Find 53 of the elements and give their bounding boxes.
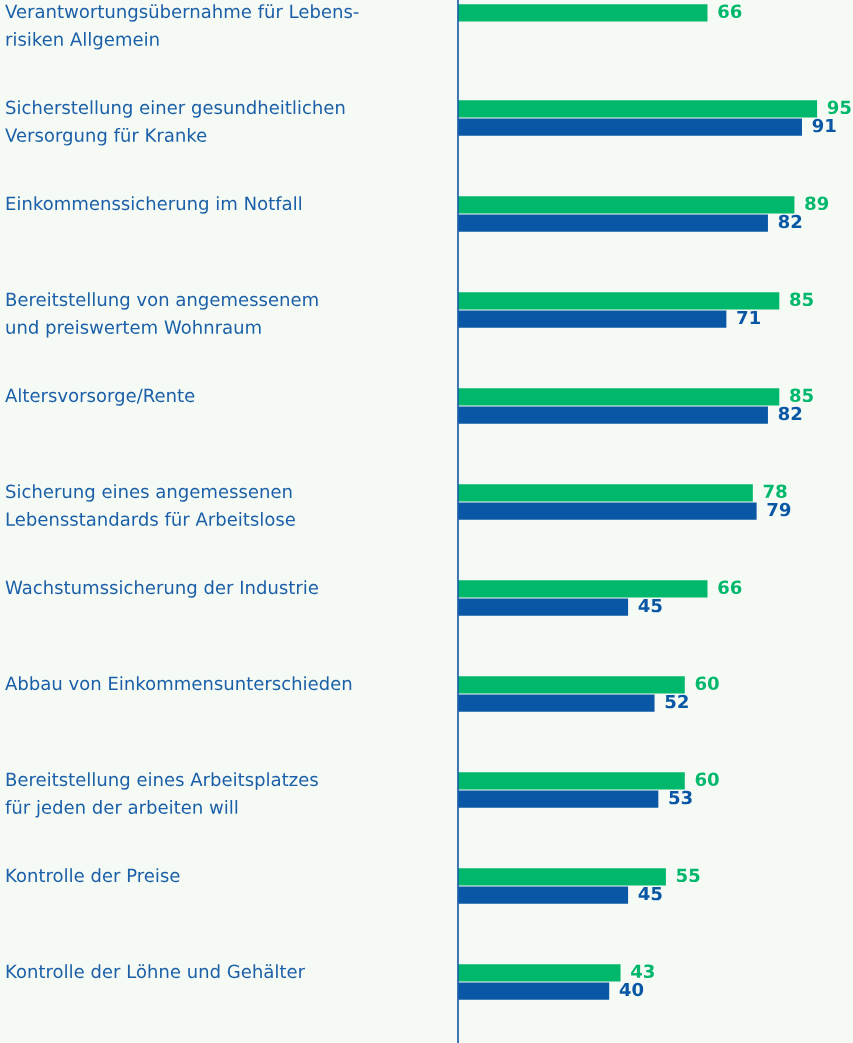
bar [458,406,768,424]
bar [458,4,708,22]
bar [458,598,629,616]
bar [458,100,818,118]
data-label: 66 [718,580,742,595]
data-label: 45 [638,886,662,901]
data-label: 43 [631,964,654,979]
data-label: 53 [669,790,692,805]
y-tick-label: Kontrolle der Preise [6,868,180,883]
data-label: 89 [805,196,829,211]
data-label: 95 [827,100,851,115]
bar [458,772,685,790]
bar [458,388,780,406]
y-tick-label: Sicherstellung einer gesundheitlichen Versorgung für Kranke [5,100,345,146]
data-label: 85 [790,388,813,403]
bar [458,214,768,232]
y-tick-label: Kontrolle der Löhne und Gehälter [6,964,306,979]
data-label: 60 [695,676,719,691]
bar [458,676,685,694]
data-label: 82 [778,406,802,421]
y-tick-label: Verantwortungsübernahme für Lebens- risiken Allgemein [5,4,359,50]
y-tick-label: Einkommenssicherung im Notfall [6,196,301,214]
data-label: 85 [790,292,813,307]
bar [458,868,666,886]
bar [458,694,655,712]
data-label: 45 [638,598,662,613]
y-tick-label: Altersvorsorge/Rente [5,388,195,406]
data-label: 55 [677,868,700,883]
bar [458,292,780,310]
y-tick-label: Wachstumssicherung der Industrie [5,580,318,598]
bar [458,310,727,328]
data-label: 71 [737,310,760,325]
data-label: 60 [695,772,719,787]
y-tick-label: Abbau von Einkommensunterschieden [5,676,352,691]
data-label: 78 [763,484,787,499]
y-tick-label: Bereitstellung eines Arbeitsplatzes für jeden der arbeiten will [5,772,318,818]
data-label: 91 [812,118,836,133]
bar [458,196,795,214]
bar [458,484,753,502]
bar [458,580,708,598]
bar [458,886,629,904]
bar [458,118,802,136]
bar [458,982,610,1000]
data-label: 79 [767,502,791,517]
data-label: 52 [665,694,688,709]
data-label: 40 [619,982,644,997]
y-tick-label: Bereitstellung von angemessenem und preiswertem Wohnraum [6,292,318,338]
bar [458,502,757,520]
y-tick-label: Sicherung eines angemessenen Lebensstandards für Arbeitslose [6,484,295,526]
data-label: 82 [778,214,802,229]
bar [458,790,659,808]
bar [458,964,621,982]
data-label: 66 [718,4,742,19]
